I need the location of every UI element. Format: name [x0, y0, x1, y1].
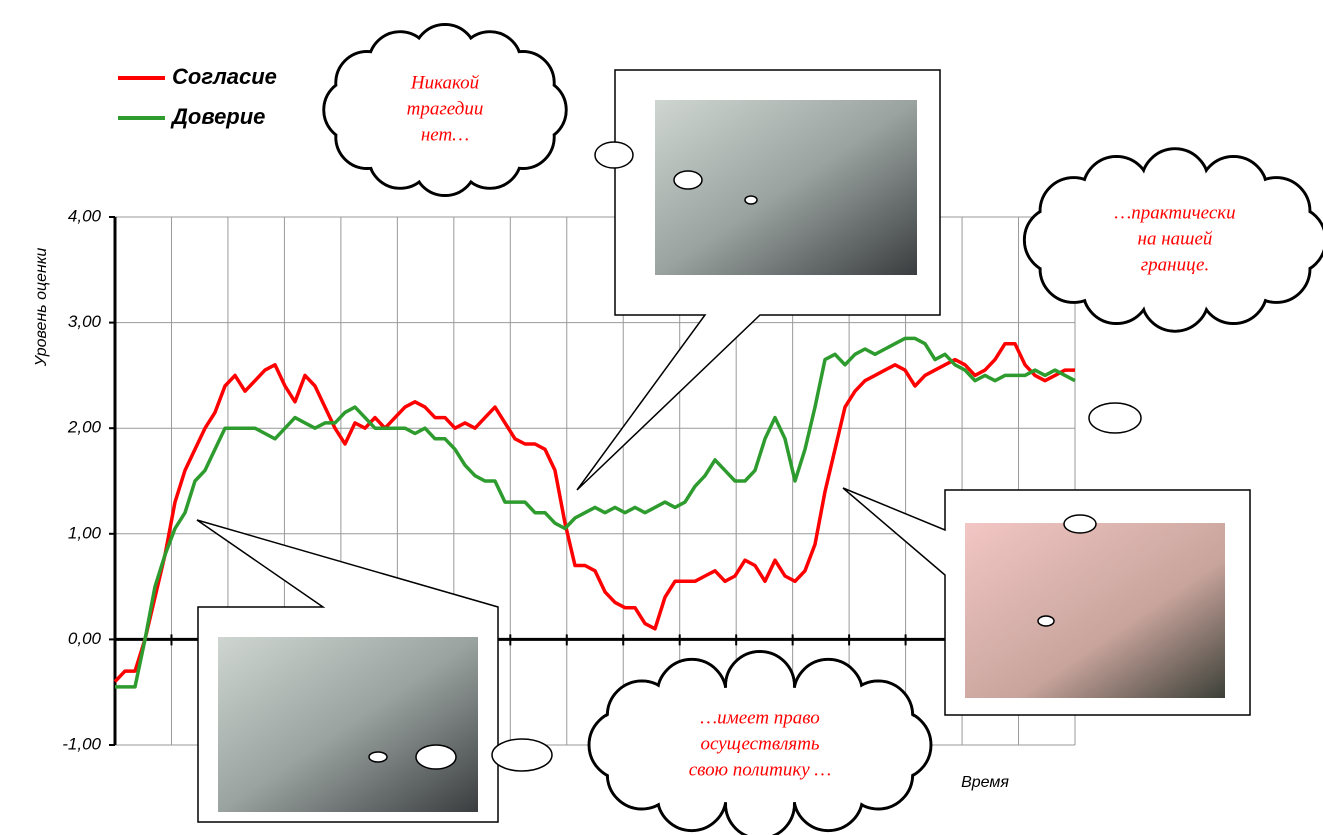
series-line	[113, 341, 1075, 683]
photo	[218, 637, 478, 812]
y-axis-label: Уровень оценки	[33, 248, 50, 368]
legend-label: Согласие	[172, 64, 277, 89]
x-axis-label: Время	[961, 774, 1009, 791]
y-tick-label: 1,00	[68, 523, 102, 542]
cloud-body	[1055, 182, 1295, 298]
thought-bubble	[415, 744, 457, 770]
annotation-line: нет…	[421, 124, 469, 145]
lines: Согласие Доверие	[113, 64, 1076, 689]
thought-bubble	[1063, 514, 1097, 534]
thought-cloud: …имеет право осуществлять свою политику …	[587, 650, 933, 835]
thought-bubble	[594, 141, 634, 169]
cloud-body	[620, 685, 900, 805]
decorations	[196, 69, 1251, 823]
thought-cloud: …практически на нашей границе.	[1022, 147, 1323, 333]
thought-bubble	[1037, 615, 1055, 627]
thought-bubble	[368, 751, 388, 763]
photo	[965, 523, 1225, 698]
annotation-line: осуществлять	[700, 733, 819, 754]
annotation-line: Никакой	[410, 72, 480, 93]
thought-bubble	[491, 738, 553, 772]
series-line	[115, 336, 1076, 689]
annotation-line: …практически	[1114, 202, 1235, 223]
annotation-line: границе.	[1141, 254, 1210, 275]
y-tick-label: 2,00	[67, 418, 102, 437]
y-tick-label: 0,00	[68, 629, 102, 648]
legend-label: Доверие	[170, 104, 265, 129]
thought-bubble	[673, 170, 703, 190]
clouds: Никакой трагедии нет… …практически на нашей г…	[322, 23, 1323, 835]
photo	[655, 100, 917, 275]
annotation-line: …имеет право	[700, 707, 820, 728]
annotation-line: свою политику …	[689, 759, 832, 780]
y-tick-label: -1,00	[62, 734, 101, 753]
annotation-line: трагедии	[407, 98, 484, 119]
y-tick-label: 3,00	[68, 312, 102, 331]
thought-bubble	[744, 195, 758, 205]
thought-bubble	[1088, 402, 1142, 434]
annotation-line: на нашей	[1138, 228, 1213, 249]
y-tick-label: 4,00	[68, 206, 102, 225]
cloud-body	[353, 56, 537, 164]
thought-cloud: Никакой трагедии нет…	[322, 23, 568, 197]
